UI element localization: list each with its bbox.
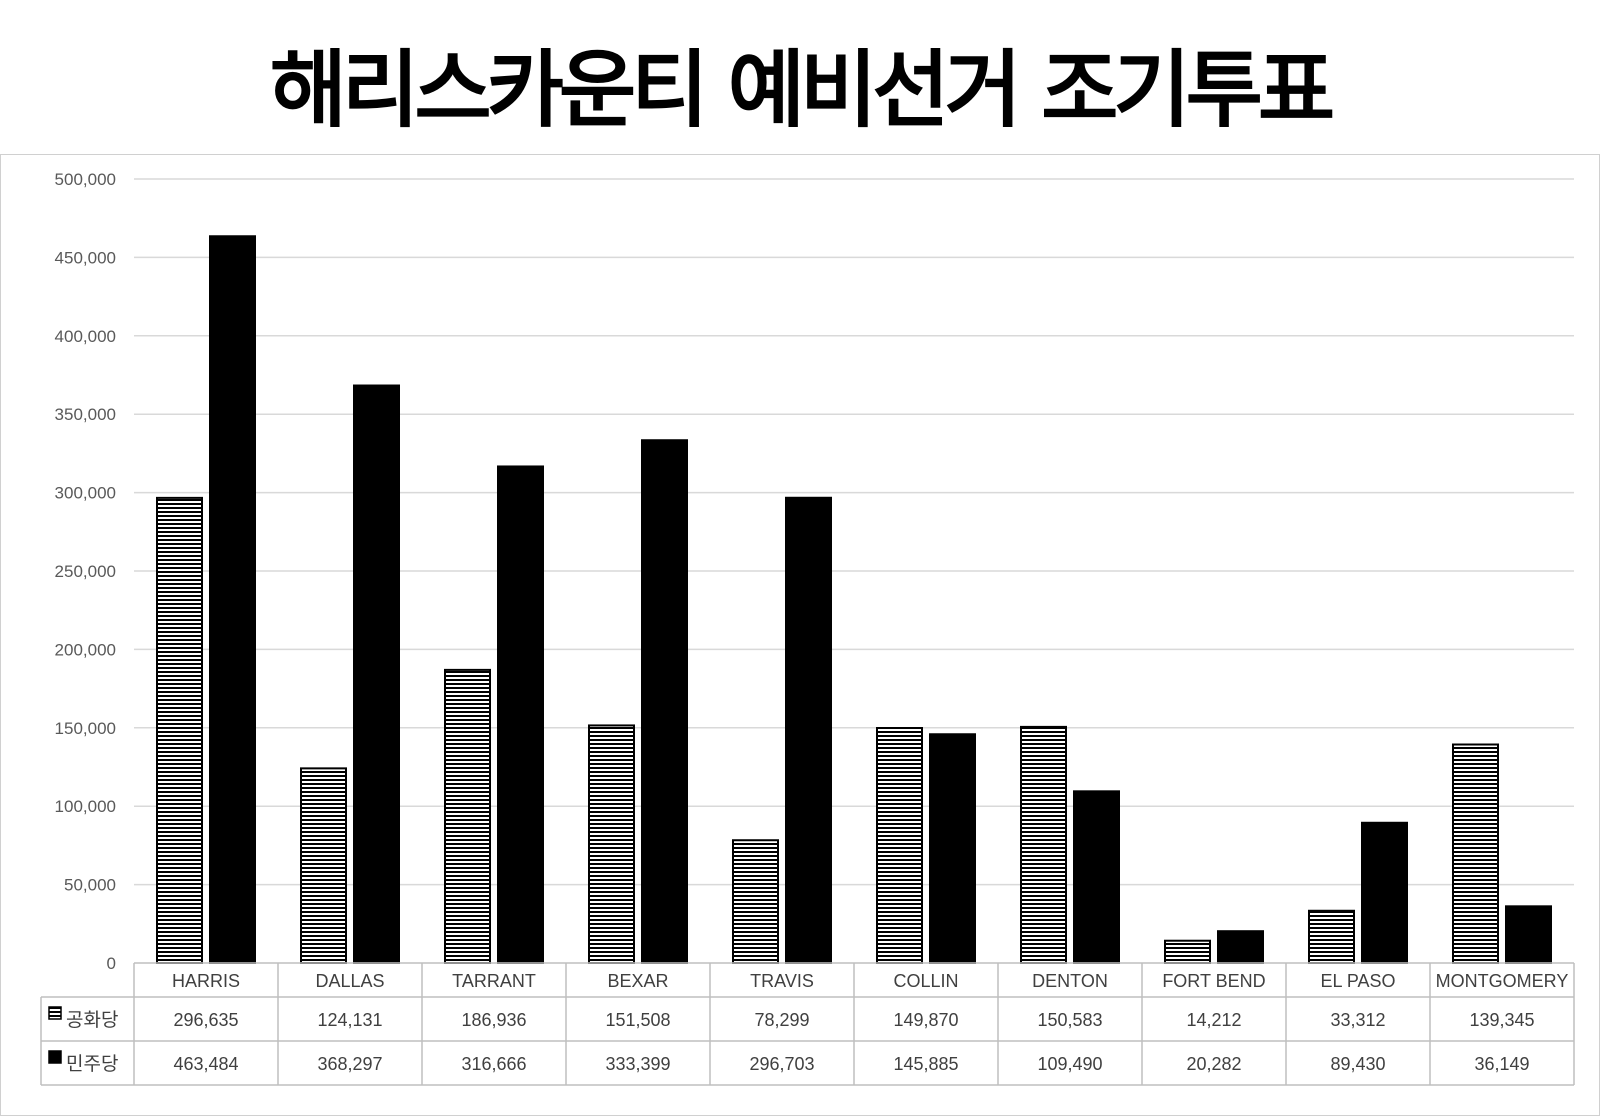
bar-republican: [1452, 743, 1499, 964]
category-label: MONTGOMERY: [1436, 971, 1569, 991]
bar-republican: [876, 727, 923, 964]
category-label: BEXAR: [607, 971, 668, 991]
legend-label: 공화당: [66, 1009, 118, 1031]
category-label: DALLAS: [315, 971, 384, 991]
y-tick-label: 100,000: [55, 797, 116, 816]
category-label: TRAVIS: [750, 971, 814, 991]
bar-republican: [732, 839, 779, 965]
data-label: 78,299: [754, 1010, 809, 1030]
bar-democrat: [641, 439, 688, 965]
legend-key: [48, 1050, 62, 1064]
bar-republican: [444, 668, 491, 964]
y-tick-label: 450,000: [55, 248, 116, 267]
category-label: FORT BEND: [1162, 971, 1265, 991]
bar-republican: [156, 496, 203, 964]
data-label: 463,484: [173, 1054, 238, 1074]
data-label: 145,885: [893, 1054, 958, 1074]
category-label: TARRANT: [452, 971, 536, 991]
bar-republican: [1164, 939, 1211, 964]
bar-democrat: [1361, 821, 1408, 964]
data-label: 368,297: [317, 1054, 382, 1074]
legend-label: 민주당: [66, 1053, 118, 1075]
category-label: COLLIN: [893, 971, 958, 991]
data-label: 186,936: [461, 1010, 526, 1030]
bar-democrat: [1217, 930, 1264, 964]
data-label: 36,149: [1474, 1054, 1529, 1074]
bar-republican: [1308, 909, 1355, 964]
data-label: 333,399: [605, 1054, 670, 1074]
y-tick-label: 350,000: [55, 405, 116, 424]
category-label: DENTON: [1032, 971, 1108, 991]
data-label: 316,666: [461, 1054, 526, 1074]
y-tick-label: 500,000: [55, 170, 116, 189]
y-tick-label: 200,000: [55, 640, 116, 659]
y-tick-label: 400,000: [55, 327, 116, 346]
y-tick-label: 250,000: [55, 562, 116, 581]
bar-democrat: [785, 496, 832, 964]
bar-democrat: [929, 733, 976, 964]
y-tick-label: 300,000: [55, 484, 116, 503]
y-tick-label: 50,000: [64, 876, 116, 895]
data-label: 14,212: [1186, 1010, 1241, 1030]
bar-democrat: [1073, 790, 1120, 965]
bar-democrat: [497, 465, 544, 964]
y-tick-label: 0: [107, 954, 116, 973]
bar-democrat: [209, 235, 256, 965]
chart-panel: 0 50,000 100,000 150,000 200,000 250,000 300,0…: [0, 154, 1600, 1116]
data-label: 139,345: [1469, 1010, 1534, 1030]
legend-key: [48, 1006, 62, 1020]
bar-democrat: [353, 384, 400, 964]
data-label: 124,131: [317, 1010, 382, 1030]
bar-democrat: [1505, 905, 1552, 964]
y-tick-label: 150,000: [55, 719, 116, 738]
data-label: 151,508: [605, 1010, 670, 1030]
bar-republican: [588, 724, 635, 965]
data-label: 20,282: [1186, 1054, 1241, 1074]
data-label: 33,312: [1330, 1010, 1385, 1030]
data-label: 109,490: [1037, 1054, 1102, 1074]
bar-chart: 0 50,000 100,000 150,000 200,000 250,000 300,0…: [40, 170, 1575, 1086]
data-label: 150,583: [1037, 1010, 1102, 1030]
chart-title: 해리스카운티 예비선거 조기투표: [269, 41, 1335, 139]
bar-republican: [300, 767, 347, 965]
bar-republican: [1020, 725, 1067, 965]
category-label: HARRIS: [172, 971, 240, 991]
data-label: 149,870: [893, 1010, 958, 1030]
category-label: EL PASO: [1320, 971, 1395, 991]
data-label: 296,635: [173, 1010, 238, 1030]
data-label: 89,430: [1330, 1054, 1385, 1074]
data-label: 296,703: [749, 1054, 814, 1074]
